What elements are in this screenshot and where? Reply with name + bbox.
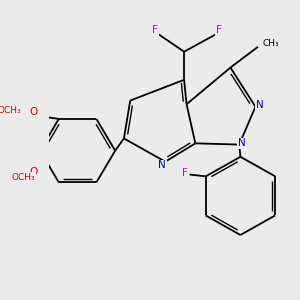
Text: F: F [182,167,188,178]
Text: O: O [30,107,38,117]
Text: N: N [158,160,166,170]
Text: F: F [152,25,158,35]
Text: O: O [29,167,38,177]
Text: N: N [238,138,246,148]
Text: F: F [216,25,222,35]
Text: CH₃: CH₃ [263,39,280,48]
Text: OCH₃: OCH₃ [0,106,21,115]
Text: N: N [256,100,264,110]
Text: OCH₃: OCH₃ [12,172,35,182]
